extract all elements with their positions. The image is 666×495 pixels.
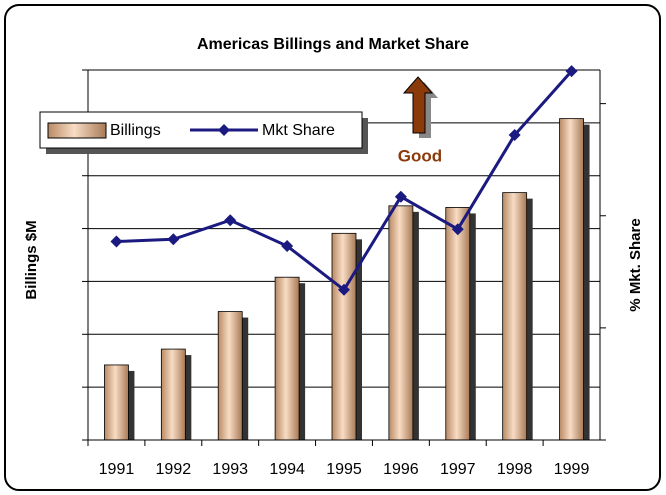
x-tick-label: 1994 bbox=[269, 461, 305, 478]
legend-swatch bbox=[47, 122, 107, 139]
marker bbox=[110, 235, 123, 248]
legend-label: Billings bbox=[110, 122, 161, 139]
bar bbox=[274, 276, 300, 441]
bar bbox=[217, 311, 243, 441]
marker bbox=[394, 190, 407, 203]
marker bbox=[565, 65, 578, 78]
x-tick-label: 1997 bbox=[440, 461, 476, 478]
marker bbox=[338, 283, 350, 296]
marker bbox=[224, 214, 237, 227]
bar bbox=[502, 192, 528, 441]
bar bbox=[445, 207, 471, 441]
x-tick-label: 1992 bbox=[156, 461, 192, 478]
bar bbox=[331, 232, 357, 441]
marker bbox=[167, 233, 180, 246]
bar bbox=[104, 364, 129, 441]
y2-axis-label: % Mkt. Share bbox=[627, 218, 644, 311]
x-tick-label: 1995 bbox=[326, 461, 362, 478]
x-tick-label: 1996 bbox=[383, 461, 419, 478]
marker bbox=[451, 223, 464, 236]
annotation: Good bbox=[398, 146, 442, 165]
x-tick-label: 1991 bbox=[99, 461, 135, 478]
bar bbox=[559, 118, 584, 441]
bar bbox=[160, 348, 186, 441]
legend-label: Mkt Share bbox=[262, 122, 335, 139]
chart-title: Americas Billings and Market Share bbox=[197, 36, 469, 53]
marker bbox=[281, 240, 294, 253]
good-arrow bbox=[402, 76, 438, 138]
x-tick-label: 1993 bbox=[212, 461, 248, 478]
y-axis-label: Billings $M bbox=[23, 220, 40, 299]
x-tick-label: 1999 bbox=[554, 461, 590, 478]
marker bbox=[508, 129, 521, 142]
x-tick-label: 1998 bbox=[497, 461, 533, 478]
bar bbox=[388, 205, 414, 441]
legend-marker bbox=[218, 124, 230, 136]
